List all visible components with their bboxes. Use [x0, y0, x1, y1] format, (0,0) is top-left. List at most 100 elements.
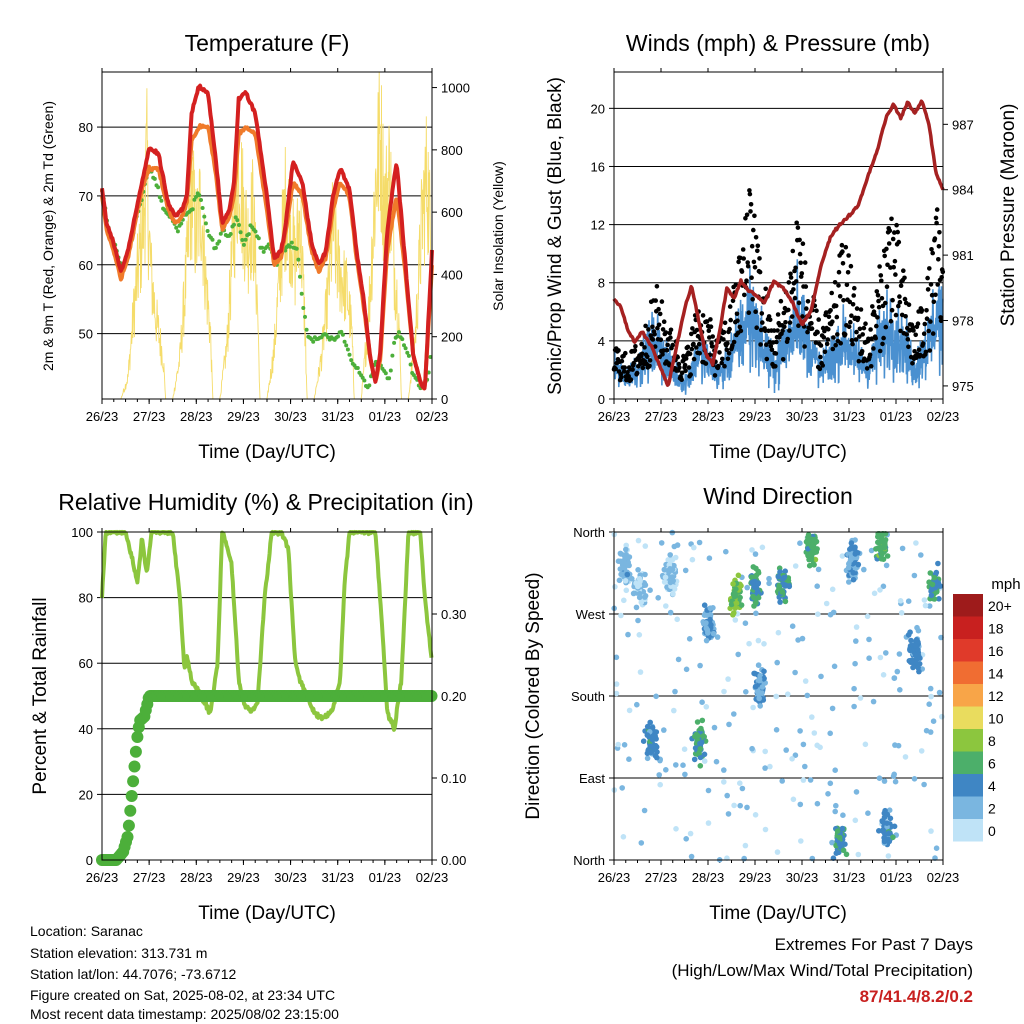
gust-point	[792, 295, 798, 301]
gust-point	[896, 303, 901, 309]
direction-point	[814, 546, 820, 552]
gust-point	[631, 360, 636, 366]
gust-point	[874, 323, 879, 329]
direction-ytick-label: North	[573, 525, 605, 540]
direction-point	[880, 672, 887, 678]
direction-point	[714, 634, 721, 640]
gust-point	[752, 265, 758, 270]
legend-label: 2	[988, 801, 996, 817]
direction-point	[756, 695, 762, 702]
winds-chart: 0 4 8 12 16 20 975 978 981 984 987 26/23 27/23 28/23 2…	[591, 68, 974, 424]
direction-point	[810, 561, 816, 567]
dewpoint-point	[298, 274, 302, 279]
gust-point	[809, 320, 814, 326]
temperature-ytick-label: 50	[79, 327, 93, 342]
gust-point	[753, 235, 759, 240]
gust-point	[653, 298, 658, 303]
direction-point	[618, 612, 624, 619]
direction-point	[837, 841, 843, 847]
dewpoint-point	[395, 334, 400, 339]
gust-point	[716, 363, 721, 369]
direction-point	[827, 730, 833, 737]
gust-point	[754, 325, 759, 331]
direction-point	[649, 735, 656, 742]
gust-point	[878, 273, 884, 278]
winds-ytick-label: 8	[598, 276, 605, 291]
direction-point	[749, 547, 755, 553]
direction-point	[782, 568, 788, 574]
gust-point	[892, 230, 897, 235]
direction-point	[879, 551, 885, 557]
direction-point	[866, 655, 872, 661]
direction-point	[655, 595, 661, 601]
temperature-y2tick-label: 600	[441, 205, 463, 220]
direction-point	[669, 529, 676, 536]
direction-point	[612, 584, 618, 590]
dewpoint-point	[260, 245, 265, 250]
gust-point	[742, 292, 747, 298]
direction-point	[708, 622, 714, 628]
legend-swatch	[953, 729, 983, 752]
direction-point	[814, 583, 820, 589]
gust-point	[850, 341, 855, 347]
direction-point	[876, 775, 883, 781]
dewpoint-point	[304, 327, 309, 332]
direction-point	[721, 767, 727, 773]
direction-point	[688, 853, 695, 860]
gust-point	[816, 317, 821, 322]
gust-point	[774, 339, 779, 345]
direction-point	[754, 588, 761, 595]
direction-point	[777, 599, 783, 605]
direction-point	[881, 810, 888, 816]
humidity-title: Relative Humidity (%) & Precipitation (i…	[58, 489, 473, 515]
direction-point	[773, 727, 780, 733]
temperature-y2tick-label: 800	[441, 143, 463, 158]
gust-point	[613, 366, 618, 372]
footer-location: Location: Saranac	[30, 923, 143, 939]
gust-point	[895, 229, 900, 235]
gust-point	[696, 341, 702, 347]
gust-point	[844, 282, 850, 288]
gust-point	[868, 364, 874, 369]
direction-point	[701, 751, 708, 758]
direction-point	[620, 558, 627, 564]
gust-point	[803, 284, 809, 289]
gust-point	[793, 279, 799, 284]
direction-point	[781, 574, 787, 581]
gust-point	[800, 241, 806, 246]
gust-point	[771, 328, 777, 333]
humidity-xtick-label: 31/23	[321, 870, 354, 885]
temperature-ytick-label: 70	[79, 189, 93, 204]
gust-point	[668, 335, 673, 340]
gust-point	[668, 327, 674, 333]
direction-point	[699, 717, 706, 724]
direction-point	[928, 592, 935, 599]
gust-point	[689, 331, 694, 337]
direction-point	[832, 767, 838, 773]
direction-point	[880, 583, 887, 590]
gust-point	[847, 299, 853, 305]
gust-point	[634, 370, 640, 376]
direction-point	[752, 812, 759, 818]
direction-point	[762, 748, 768, 755]
direction-point	[630, 590, 637, 597]
direction-point	[725, 676, 731, 682]
dewpoint-point	[387, 376, 392, 381]
gust-point	[925, 287, 931, 292]
direction-point	[663, 603, 669, 609]
direction-point	[662, 574, 669, 581]
gust-point	[728, 317, 733, 323]
direction-point	[680, 762, 686, 768]
dewpoint-point	[235, 218, 240, 223]
direction-point	[635, 537, 642, 544]
direction-point	[890, 834, 896, 841]
gust-point	[849, 338, 855, 343]
gust-point	[790, 248, 796, 254]
direction-point	[710, 630, 717, 637]
gust-point	[677, 365, 682, 370]
gust-point	[690, 326, 695, 331]
gust-point	[626, 374, 631, 379]
direction-point	[767, 763, 773, 770]
gust-point	[897, 299, 903, 305]
legend-swatch	[953, 594, 983, 617]
